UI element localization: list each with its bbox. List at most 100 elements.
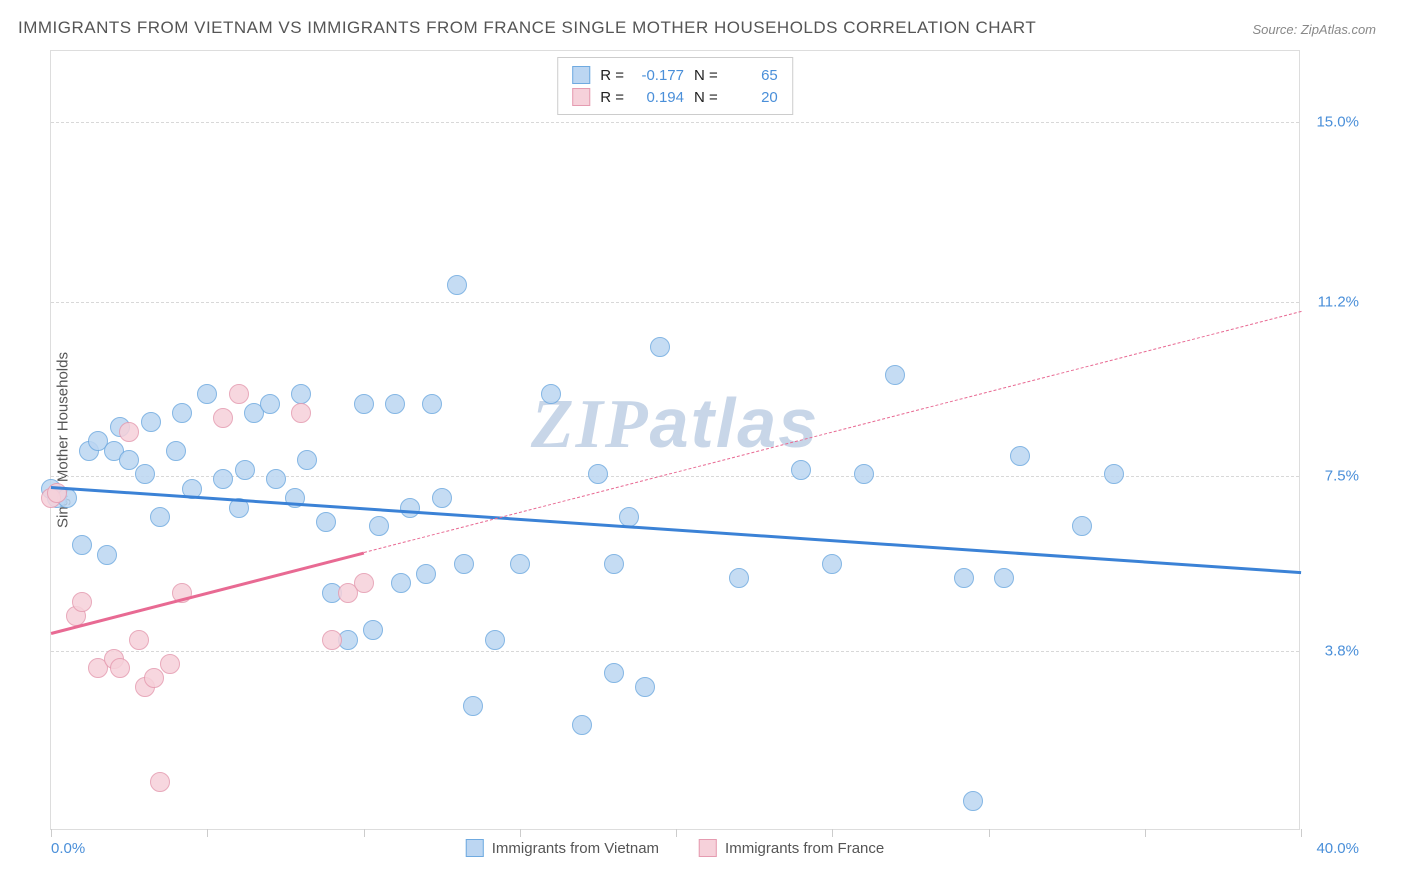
x-axis-max-label: 40.0% bbox=[1316, 840, 1359, 857]
legend-swatch-vietnam bbox=[466, 839, 484, 857]
swatch-vietnam bbox=[572, 66, 590, 84]
legend: Immigrants from Vietnam Immigrants from … bbox=[466, 839, 884, 857]
data-point bbox=[72, 592, 92, 612]
data-point bbox=[150, 507, 170, 527]
data-point bbox=[385, 394, 405, 414]
stats-row-vietnam: R = -0.177 N = 65 bbox=[572, 64, 778, 86]
data-point bbox=[97, 545, 117, 565]
data-point bbox=[572, 715, 592, 735]
data-point bbox=[463, 696, 483, 716]
x-tick bbox=[1145, 829, 1146, 837]
legend-item-vietnam: Immigrants from Vietnam bbox=[466, 839, 659, 857]
n-label: N = bbox=[694, 89, 718, 106]
chart-title: IMMIGRANTS FROM VIETNAM VS IMMIGRANTS FR… bbox=[18, 18, 1036, 38]
data-point bbox=[297, 450, 317, 470]
data-point bbox=[510, 554, 530, 574]
legend-label-vietnam: Immigrants from Vietnam bbox=[492, 840, 659, 857]
n-value-france: 20 bbox=[728, 89, 778, 106]
data-point bbox=[604, 663, 624, 683]
data-point bbox=[160, 654, 180, 674]
data-point bbox=[391, 573, 411, 593]
x-tick bbox=[676, 829, 677, 837]
scatter-plot: Single Mother Households ZIPatlas 3.8%7.… bbox=[50, 50, 1300, 830]
data-point bbox=[1072, 516, 1092, 536]
y-tick-label: 11.2% bbox=[1318, 293, 1359, 310]
y-tick-label: 7.5% bbox=[1325, 468, 1359, 485]
data-point bbox=[229, 384, 249, 404]
data-point bbox=[129, 630, 149, 650]
r-value-vietnam: -0.177 bbox=[634, 67, 684, 84]
data-point bbox=[1010, 446, 1030, 466]
data-point bbox=[316, 512, 336, 532]
data-point bbox=[400, 498, 420, 518]
data-point bbox=[650, 337, 670, 357]
gridline bbox=[51, 651, 1299, 652]
data-point bbox=[588, 464, 608, 484]
gridline bbox=[51, 122, 1299, 123]
watermark: ZIPatlas bbox=[531, 383, 819, 465]
data-point bbox=[447, 275, 467, 295]
data-point bbox=[135, 464, 155, 484]
data-point bbox=[1104, 464, 1124, 484]
x-tick bbox=[832, 829, 833, 837]
data-point bbox=[354, 573, 374, 593]
data-point bbox=[854, 464, 874, 484]
x-tick bbox=[207, 829, 208, 837]
data-point bbox=[822, 554, 842, 574]
data-point bbox=[72, 535, 92, 555]
data-point bbox=[150, 772, 170, 792]
y-tick-label: 3.8% bbox=[1325, 643, 1359, 660]
data-point bbox=[235, 460, 255, 480]
data-point bbox=[322, 630, 342, 650]
data-point bbox=[363, 620, 383, 640]
trend-line bbox=[51, 552, 364, 635]
data-point bbox=[144, 668, 164, 688]
data-point bbox=[213, 469, 233, 489]
source-label: Source: ZipAtlas.com bbox=[1252, 22, 1376, 37]
data-point bbox=[416, 564, 436, 584]
data-point bbox=[604, 554, 624, 574]
r-label: R = bbox=[600, 89, 624, 106]
data-point bbox=[213, 408, 233, 428]
data-point bbox=[541, 384, 561, 404]
x-tick bbox=[989, 829, 990, 837]
trend-line bbox=[51, 486, 1301, 574]
x-tick bbox=[520, 829, 521, 837]
stats-row-france: R = 0.194 N = 20 bbox=[572, 86, 778, 108]
stats-box: R = -0.177 N = 65 R = 0.194 N = 20 bbox=[557, 57, 793, 115]
data-point bbox=[885, 365, 905, 385]
data-point bbox=[729, 568, 749, 588]
data-point bbox=[791, 460, 811, 480]
x-tick bbox=[51, 829, 52, 837]
legend-swatch-france bbox=[699, 839, 717, 857]
data-point bbox=[422, 394, 442, 414]
data-point bbox=[432, 488, 452, 508]
data-point bbox=[291, 384, 311, 404]
data-point bbox=[454, 554, 474, 574]
data-point bbox=[260, 394, 280, 414]
data-point bbox=[635, 677, 655, 697]
trend-line bbox=[363, 311, 1301, 553]
x-tick bbox=[1301, 829, 1302, 837]
data-point bbox=[110, 658, 130, 678]
data-point bbox=[369, 516, 389, 536]
data-point bbox=[141, 412, 161, 432]
data-point bbox=[166, 441, 186, 461]
r-value-france: 0.194 bbox=[634, 89, 684, 106]
data-point bbox=[119, 422, 139, 442]
data-point bbox=[994, 568, 1014, 588]
legend-item-france: Immigrants from France bbox=[699, 839, 884, 857]
data-point bbox=[354, 394, 374, 414]
data-point bbox=[291, 403, 311, 423]
swatch-france bbox=[572, 88, 590, 106]
x-axis-min-label: 0.0% bbox=[51, 840, 85, 857]
data-point bbox=[266, 469, 286, 489]
data-point bbox=[485, 630, 505, 650]
y-tick-label: 15.0% bbox=[1316, 113, 1359, 130]
legend-label-france: Immigrants from France bbox=[725, 840, 884, 857]
n-value-vietnam: 65 bbox=[728, 67, 778, 84]
data-point bbox=[172, 403, 192, 423]
x-tick bbox=[364, 829, 365, 837]
data-point bbox=[197, 384, 217, 404]
n-label: N = bbox=[694, 67, 718, 84]
